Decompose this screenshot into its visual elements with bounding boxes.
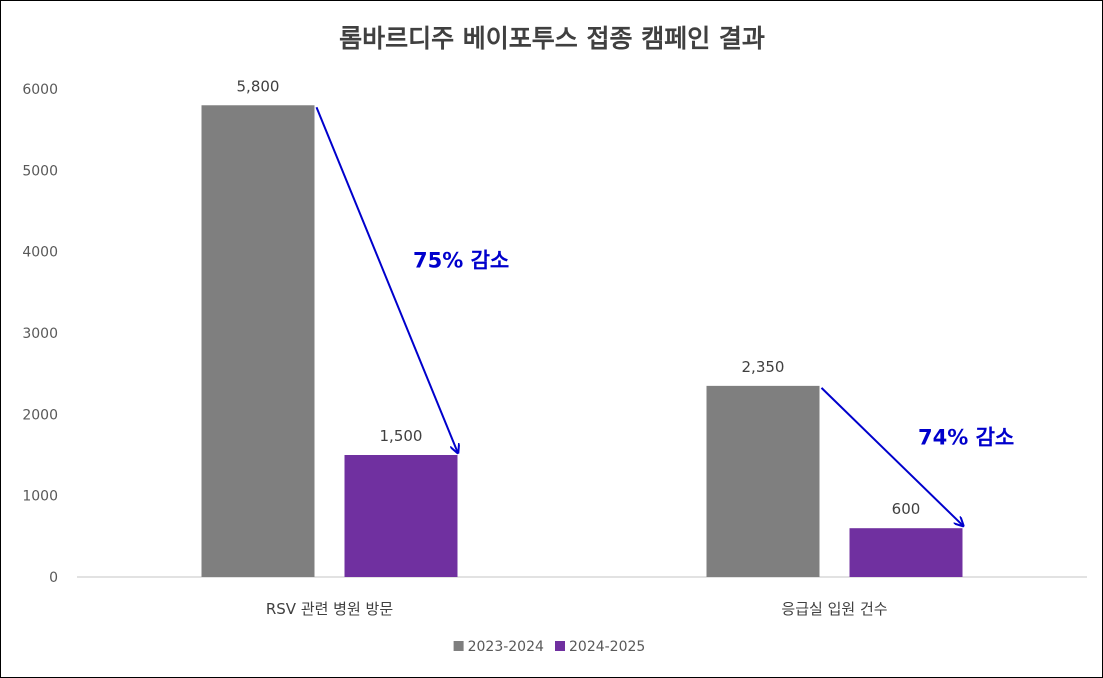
bar-2024-2025 (849, 528, 963, 577)
data-label: 1,500 (380, 427, 423, 445)
y-tick-label: 4000 (22, 245, 58, 261)
annotations-group: 75% 감소 74% 감소 (315, 106, 1014, 525)
bars-group: 5,800 1,500 2,350 600 (201, 77, 963, 578)
bar-2023-2024 (706, 385, 820, 577)
reduction-arrow (315, 106, 458, 452)
y-tick-label: 6000 (22, 82, 58, 98)
y-tick-label: 5000 (22, 163, 58, 179)
reduction-annotation: 74% 감소 (918, 426, 1014, 450)
data-label: 5,800 (237, 77, 280, 95)
reduction-annotation: 75% 감소 (413, 249, 509, 273)
x-category-label: 응급실 입원 건수 (781, 600, 887, 618)
reduction-arrow (820, 387, 963, 525)
bar-2024-2025 (344, 455, 458, 577)
y-tick-label: 1000 (22, 489, 58, 505)
chart-title: 롬바르디주 베이포투스 접종 캠페인 결과 (339, 24, 765, 53)
legend-label: 2023-2024 (468, 639, 544, 655)
y-axis: 0 1000 2000 3000 4000 5000 6000 (22, 82, 58, 586)
y-tick-label: 3000 (22, 326, 58, 342)
x-axis: RSV 관련 병원 방문 응급실 입원 건수 (77, 576, 1087, 618)
x-category-label: RSV 관련 병원 방문 (266, 600, 394, 618)
legend-swatch (555, 641, 565, 651)
legend: 2023-2024 2024-2025 (453, 639, 645, 655)
legend-label: 2024-2025 (569, 639, 645, 655)
y-tick-label: 0 (49, 570, 58, 586)
data-label: 2,350 (742, 358, 785, 376)
y-tick-label: 2000 (22, 407, 58, 423)
data-label: 600 (892, 500, 921, 518)
legend-swatch (453, 641, 464, 651)
bar-2023-2024 (201, 105, 315, 578)
